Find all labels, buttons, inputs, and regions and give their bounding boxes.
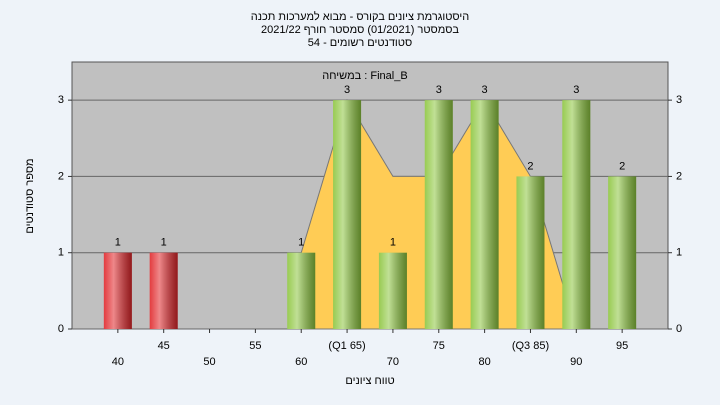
y-tick-label: 2	[676, 170, 682, 182]
bar-shade	[378, 252, 407, 329]
x-tick-label: 45	[158, 340, 170, 352]
bar-shade	[608, 176, 637, 329]
value-label: 3	[573, 84, 579, 96]
bar-shade	[287, 252, 316, 329]
bar-shade	[562, 100, 591, 330]
value-label: 3	[436, 84, 442, 96]
x-tick-label: 75	[433, 340, 445, 352]
value-label: 2	[527, 160, 533, 172]
x-tick-label: 55	[249, 340, 261, 352]
y-tick-label: 1	[676, 247, 682, 259]
value-label: 1	[390, 237, 396, 249]
bar-shade	[333, 100, 362, 330]
bar-shade	[103, 252, 132, 329]
y-tick-label: 0	[58, 323, 64, 335]
x-tick-label: 70	[387, 356, 399, 368]
title-line: בסמסטר (01/2021) סמסטר חורף 2021/22	[261, 24, 459, 36]
y-tick-label: 1	[58, 247, 64, 259]
x-tick-label: (Q1 65)	[328, 340, 365, 352]
x-axis-label: טווח ציונים	[345, 375, 394, 387]
bar-shade	[424, 100, 453, 330]
x-tick-label: 80	[478, 356, 490, 368]
x-tick-label: 40	[112, 356, 124, 368]
value-label: 1	[298, 237, 304, 249]
x-tick-label: 60	[295, 356, 307, 368]
value-label: 3	[482, 84, 488, 96]
value-label: 1	[161, 237, 167, 249]
y-tick-label: 0	[676, 323, 682, 335]
bar-shade	[149, 252, 178, 329]
bar-shade	[516, 176, 545, 329]
title-line: סטודנטים רשומים - 54	[308, 37, 412, 49]
x-tick-label: 90	[570, 356, 582, 368]
y-tick-label: 2	[58, 170, 64, 182]
x-tick-label: (Q3 85)	[512, 340, 549, 352]
y-tick-label: 3	[676, 94, 682, 106]
x-tick-label: 95	[616, 340, 628, 352]
value-label: 3	[344, 84, 350, 96]
value-label: 2	[619, 160, 625, 172]
bar-shade	[470, 100, 499, 330]
value-label: 1	[115, 237, 121, 249]
x-tick-label: 50	[203, 356, 215, 368]
y-axis-label: מספר סטודנטים	[24, 158, 36, 233]
y-tick-label: 3	[58, 94, 64, 106]
title-line: היסטוגרמת ציונים בקורס - מבוא למערכות תכ…	[251, 10, 470, 23]
annotation: במשיחה : Final_B	[322, 70, 407, 82]
